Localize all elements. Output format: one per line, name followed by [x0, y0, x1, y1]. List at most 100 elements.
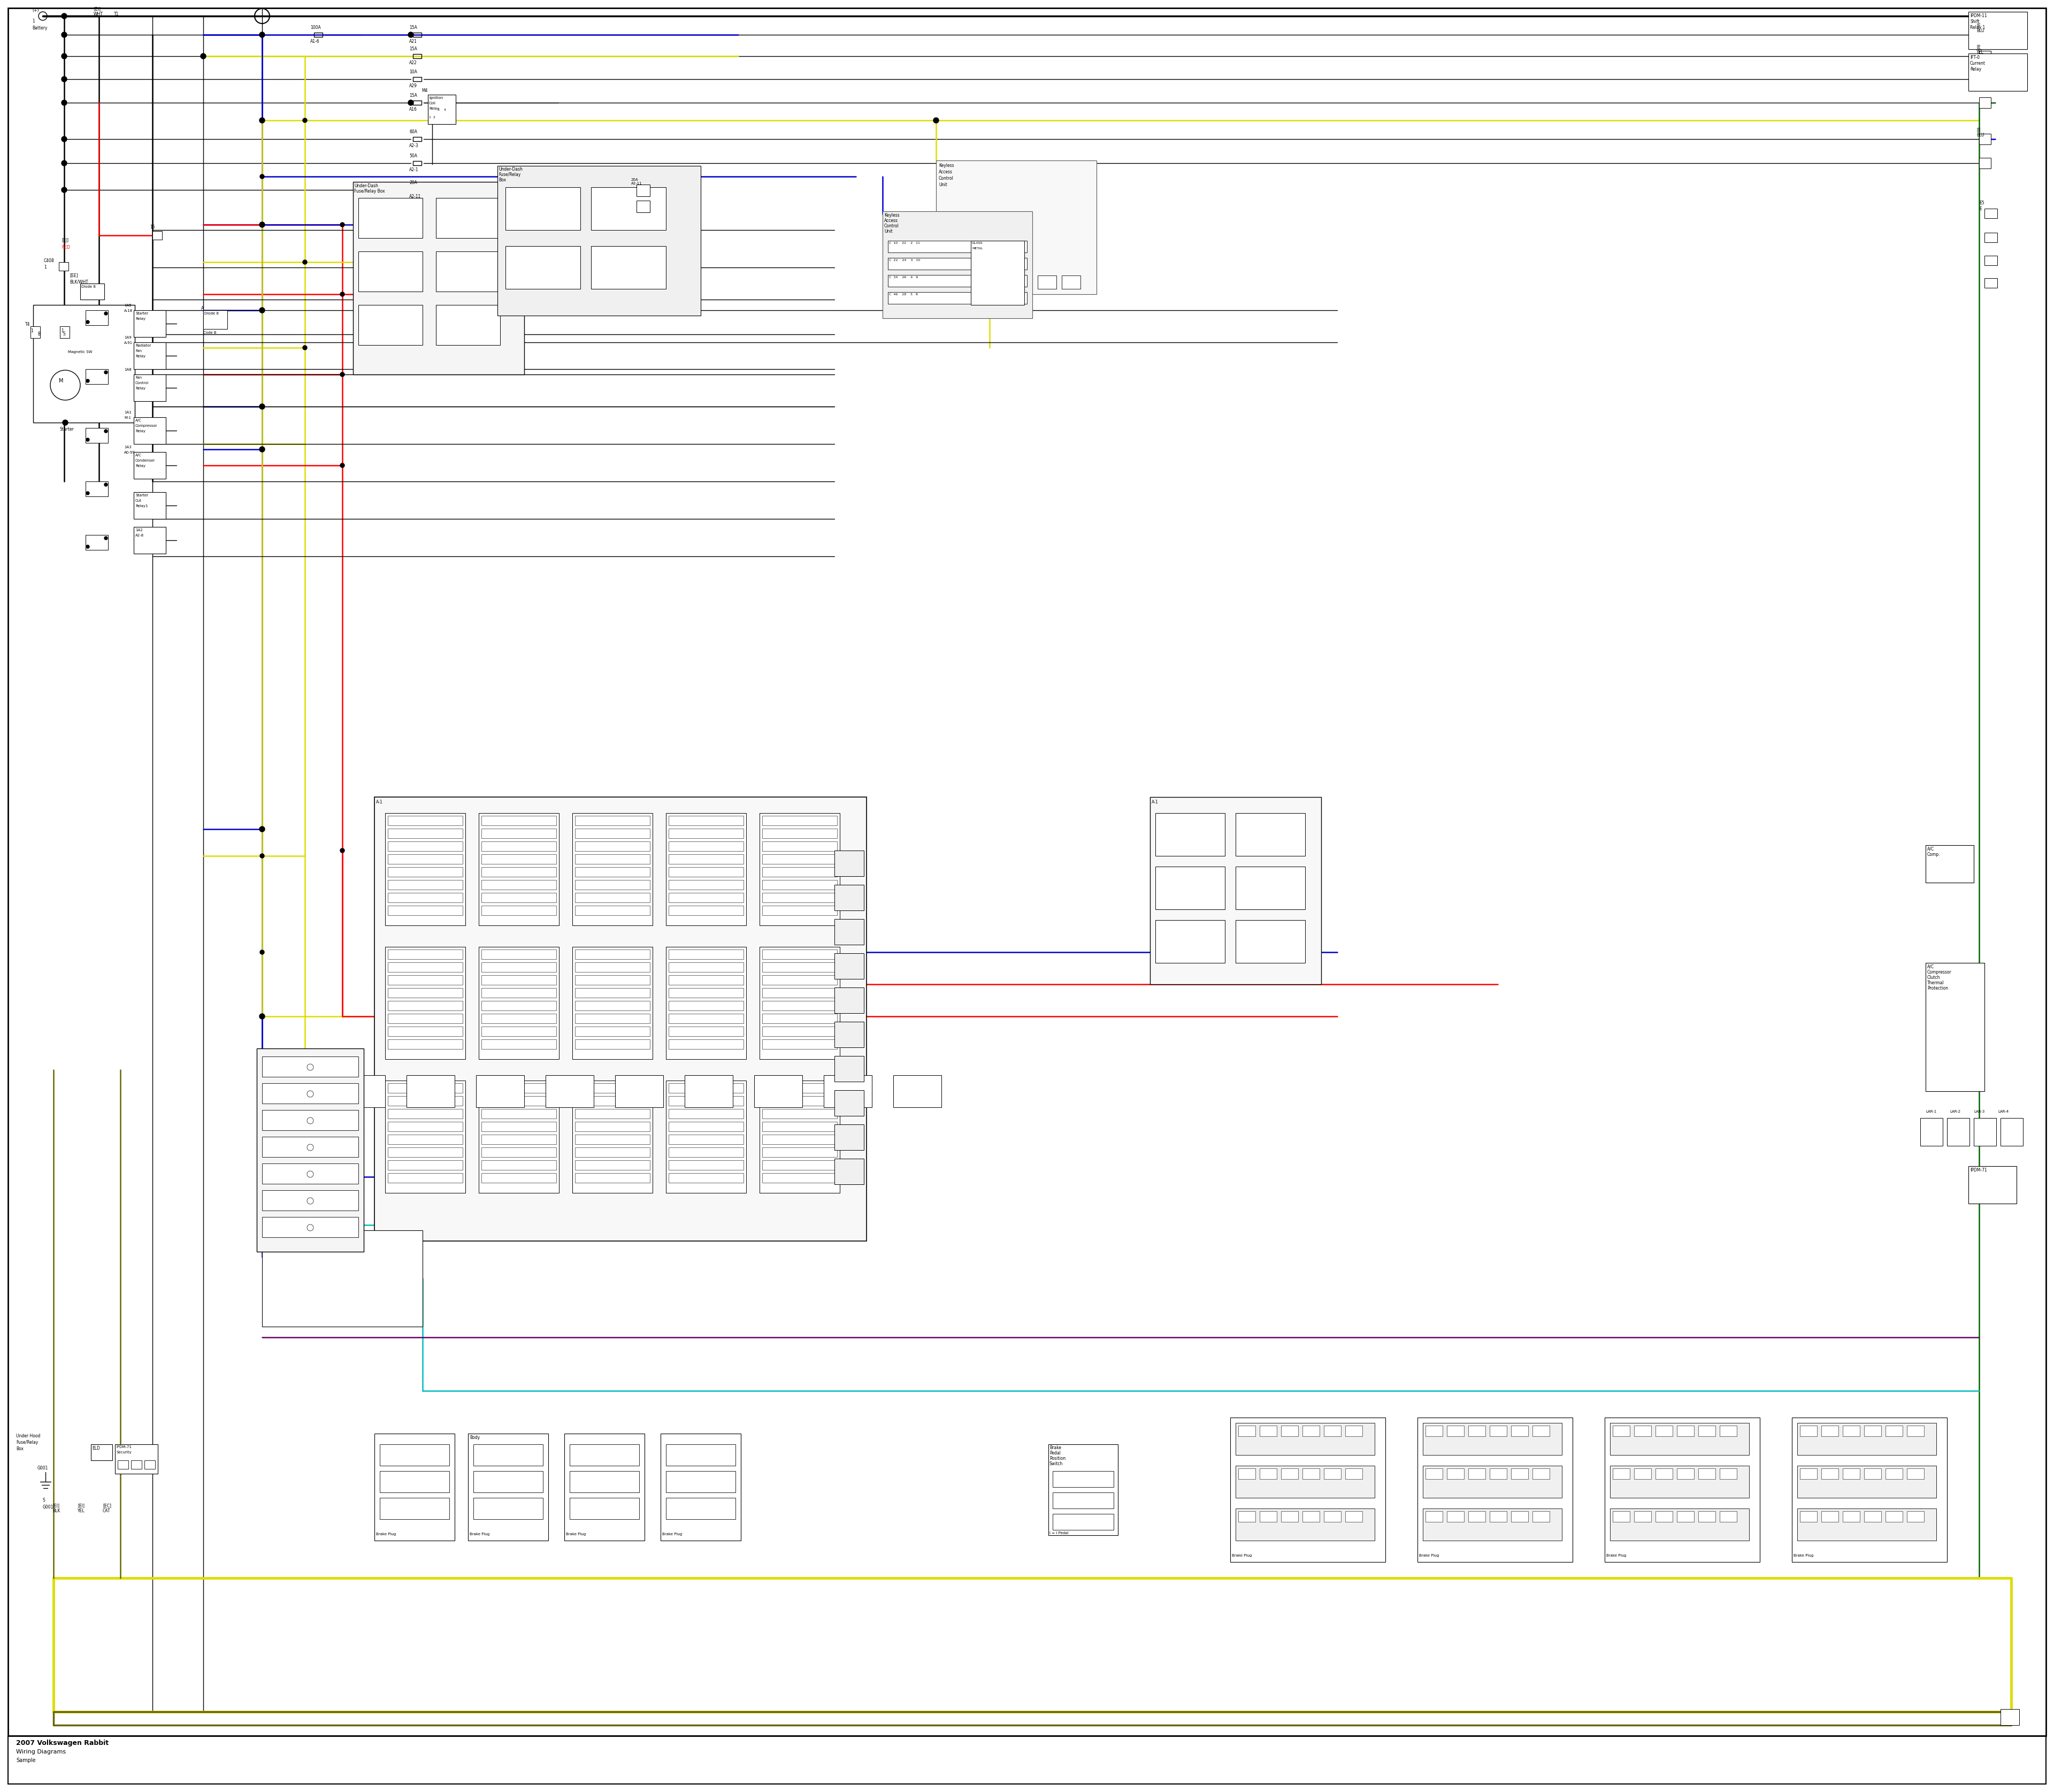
Text: 1A8: 1A8	[123, 367, 131, 371]
Circle shape	[261, 405, 265, 409]
Text: Box: Box	[499, 177, 505, 183]
Circle shape	[62, 186, 68, 192]
Bar	[1610, 1423, 1750, 1455]
Text: 1A2: 1A2	[136, 529, 142, 532]
Bar	[569, 1444, 639, 1466]
Bar	[1635, 1426, 1651, 1435]
Bar	[1259, 1511, 1278, 1521]
Bar	[388, 867, 462, 876]
Bar	[887, 240, 1027, 253]
Bar	[60, 262, 68, 271]
Bar	[86, 482, 109, 496]
Bar	[1512, 1426, 1528, 1435]
Text: LAR-1: LAR-1	[1927, 1109, 1937, 1113]
Bar	[388, 1174, 462, 1183]
Bar	[1968, 1167, 2017, 1204]
Circle shape	[302, 118, 306, 122]
Text: Keyless: Keyless	[939, 163, 953, 168]
Circle shape	[341, 292, 345, 296]
Bar	[1325, 1511, 1341, 1521]
Bar	[575, 842, 649, 851]
Bar	[1676, 1468, 1695, 1478]
Bar	[670, 1082, 744, 1093]
Bar	[481, 1039, 557, 1048]
Bar	[1676, 1511, 1695, 1521]
Bar	[614, 1075, 663, 1107]
Text: G001: G001	[43, 1505, 53, 1509]
Bar	[834, 1021, 865, 1047]
Text: A-91: A-91	[123, 340, 134, 344]
Bar	[337, 1075, 386, 1107]
Bar	[134, 342, 166, 369]
Bar	[1237, 1509, 1374, 1541]
Bar	[1532, 1468, 1549, 1478]
Bar	[762, 1082, 838, 1093]
Bar	[592, 246, 665, 289]
Text: Control: Control	[883, 224, 900, 228]
Text: 1A5: 1A5	[123, 305, 131, 306]
Circle shape	[261, 826, 265, 831]
Circle shape	[62, 54, 66, 59]
Bar	[575, 1097, 649, 1106]
Bar	[357, 305, 423, 346]
Text: Fan: Fan	[136, 376, 142, 380]
Text: Current: Current	[1970, 61, 1986, 66]
Bar	[937, 161, 1097, 294]
Bar	[86, 310, 109, 324]
Circle shape	[302, 346, 306, 349]
Bar	[115, 1444, 158, 1473]
Bar	[481, 815, 557, 826]
Bar	[263, 1082, 357, 1104]
Text: [E: [E	[1976, 127, 1980, 133]
Bar	[481, 1014, 557, 1023]
Bar	[592, 186, 665, 229]
Circle shape	[62, 136, 66, 142]
Bar	[374, 1434, 454, 1541]
Bar	[388, 1002, 462, 1011]
Bar	[762, 828, 838, 839]
Bar	[575, 950, 649, 959]
Bar	[481, 1002, 557, 1011]
Bar	[388, 905, 462, 916]
Text: C  22    24    3   10: C 22 24 3 10	[889, 258, 920, 262]
Text: A/C: A/C	[1927, 848, 1935, 851]
Bar	[1282, 1468, 1298, 1478]
Bar	[1259, 1468, 1278, 1478]
Bar	[760, 814, 840, 925]
Bar	[670, 1027, 744, 1036]
Circle shape	[261, 174, 265, 179]
Bar	[481, 867, 557, 876]
Text: Sample: Sample	[16, 1758, 35, 1763]
Text: A16: A16	[409, 108, 417, 111]
Bar	[86, 428, 109, 443]
Bar	[670, 987, 744, 998]
Text: LAR-4: LAR-4	[1999, 1109, 2009, 1113]
Circle shape	[259, 32, 265, 38]
Bar	[1797, 1423, 1937, 1455]
Text: YEL: YEL	[1976, 50, 1984, 54]
Bar	[1865, 1426, 1881, 1435]
Text: A/C: A/C	[136, 453, 142, 457]
Text: Cut: Cut	[136, 500, 142, 502]
Text: Security: Security	[117, 1452, 131, 1453]
Bar	[762, 987, 838, 998]
Bar	[203, 310, 228, 330]
Text: BLK/WHT: BLK/WHT	[70, 280, 88, 285]
Text: [E: [E	[1976, 45, 1980, 48]
Bar	[1446, 1426, 1465, 1435]
Text: Diode 8: Diode 8	[82, 285, 97, 289]
Text: 1A1: 1A1	[123, 410, 131, 414]
Bar	[990, 276, 1009, 289]
Text: Fuse/Relay: Fuse/Relay	[499, 172, 520, 177]
Bar	[661, 1434, 741, 1541]
Bar	[834, 919, 865, 944]
Bar	[637, 185, 649, 197]
Bar	[1906, 1468, 1925, 1478]
Bar	[762, 855, 838, 864]
Bar	[481, 828, 557, 839]
Bar	[1446, 1468, 1465, 1478]
Bar	[90, 1444, 113, 1460]
Text: Keyless: Keyless	[883, 213, 900, 217]
Bar	[131, 1460, 142, 1469]
Bar	[1048, 1444, 1117, 1536]
